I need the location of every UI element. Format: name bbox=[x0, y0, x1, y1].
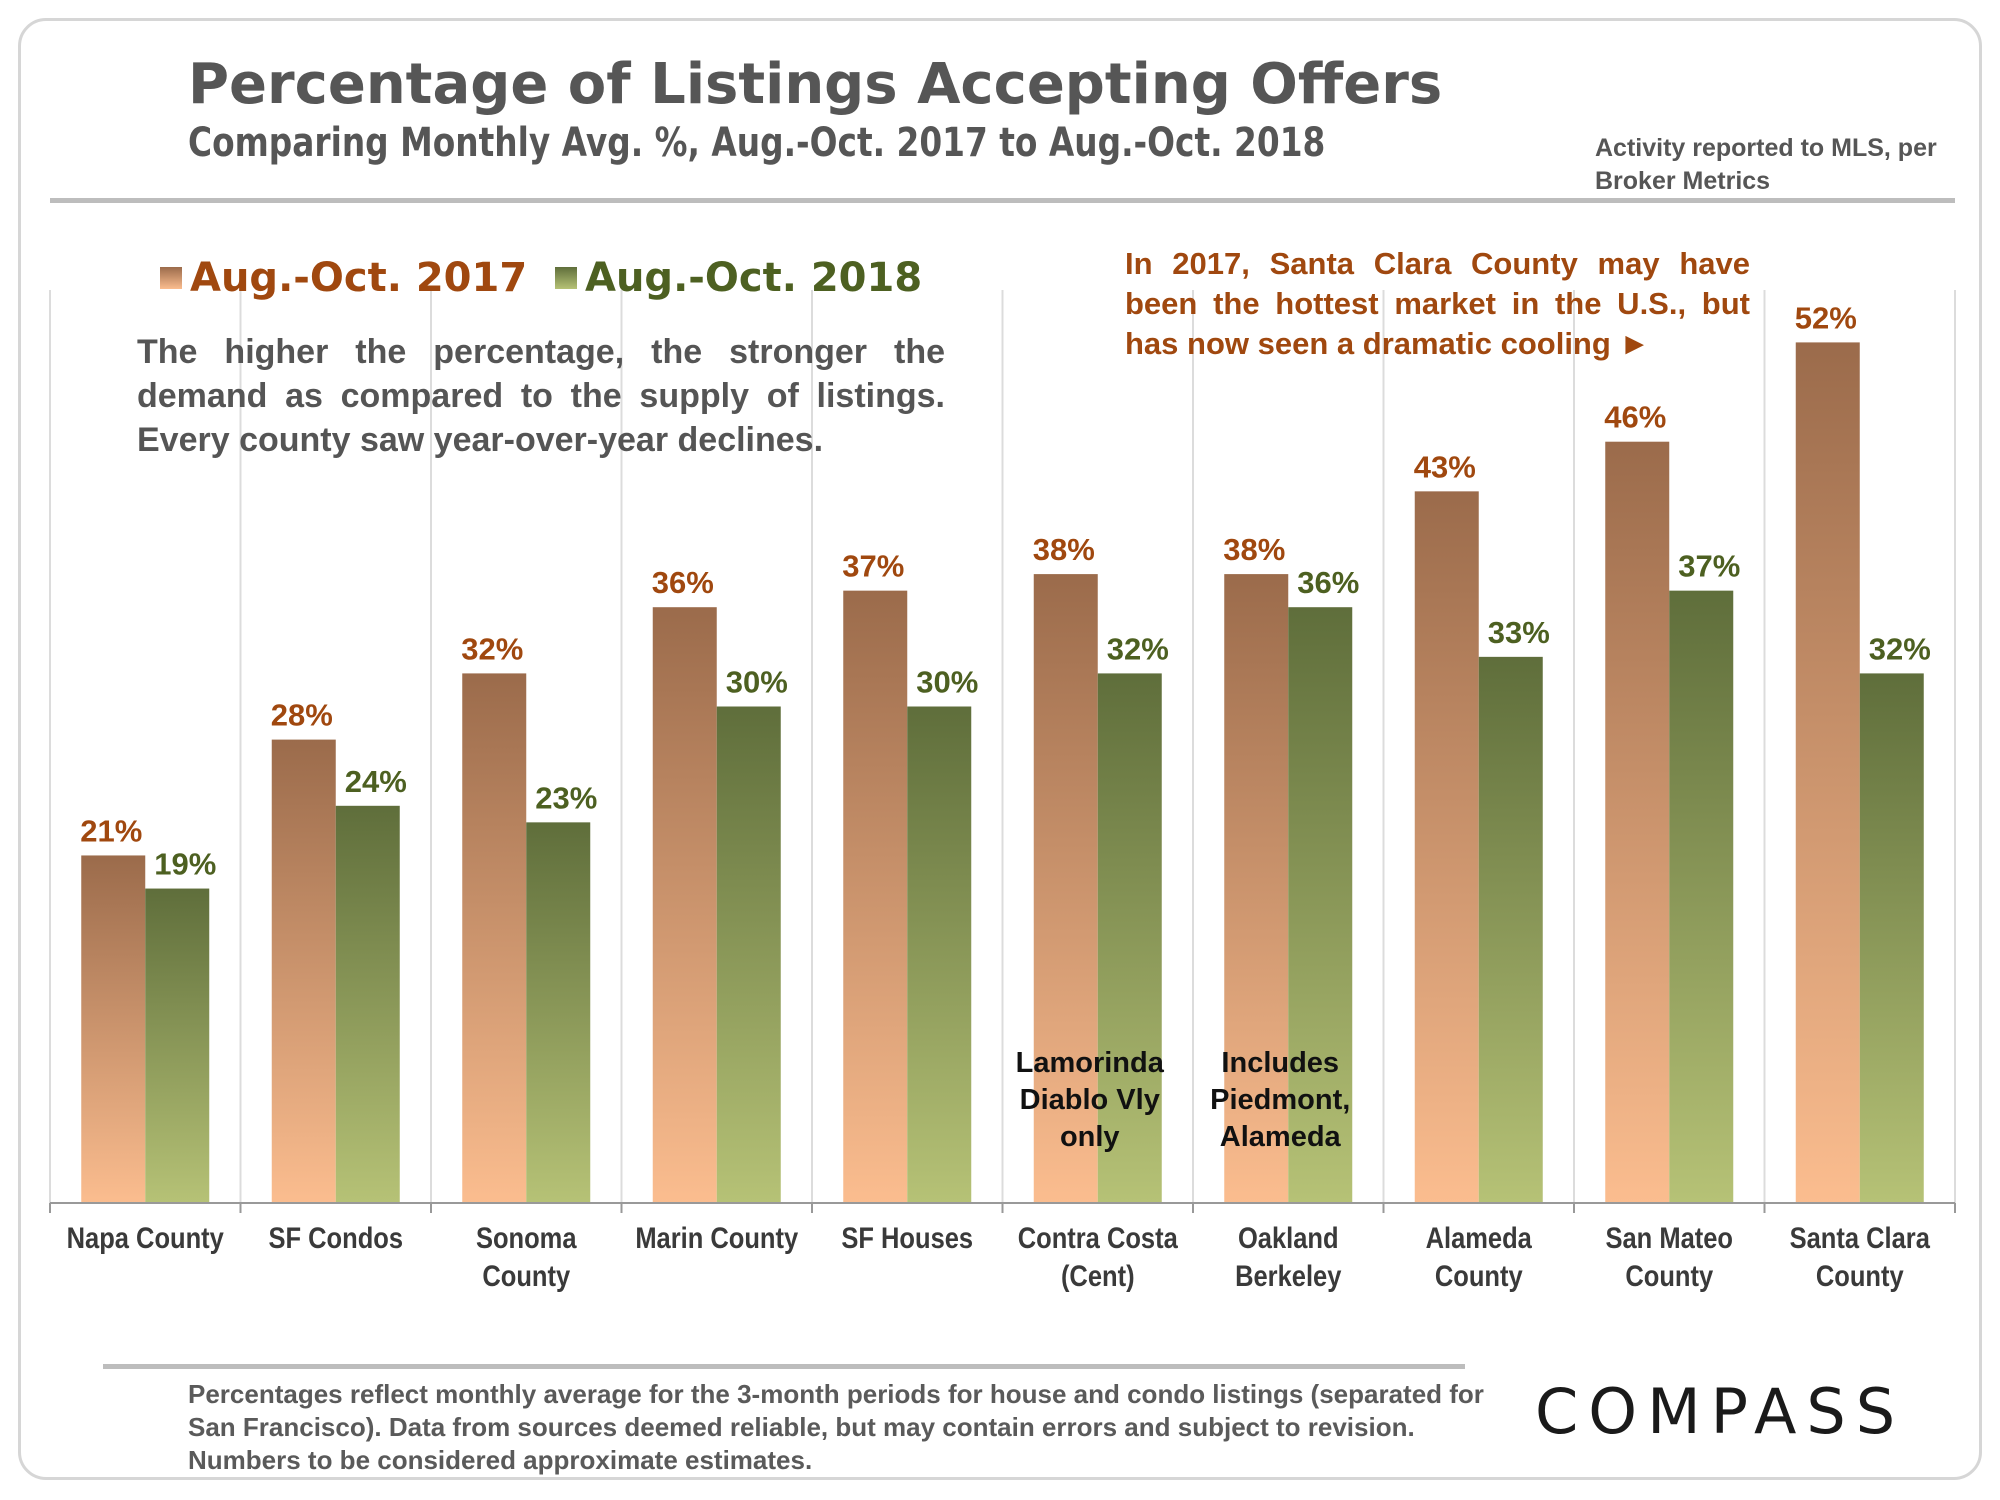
category-label: SF Condos bbox=[268, 1221, 403, 1254]
bar-2017 bbox=[271, 739, 336, 1203]
data-label-2018: 23% bbox=[535, 780, 597, 815]
header-divider bbox=[50, 198, 1955, 203]
category-label: County bbox=[1625, 1259, 1713, 1292]
data-label-2017: 28% bbox=[271, 698, 333, 733]
data-label-2018: 30% bbox=[916, 665, 978, 700]
bar-2017 bbox=[462, 673, 527, 1203]
bar-2017 bbox=[1605, 441, 1670, 1203]
bar-2017 bbox=[1033, 574, 1098, 1203]
legend-swatch-2018 bbox=[555, 267, 577, 289]
data-label-2018: 32% bbox=[1107, 631, 1169, 666]
data-label-2018: 37% bbox=[1678, 549, 1740, 584]
data-label-2018: 33% bbox=[1488, 615, 1550, 650]
bar-2018 bbox=[907, 706, 972, 1203]
legend-item-2018: Aug.-Oct. 2018 bbox=[555, 255, 922, 301]
bar-2018 bbox=[526, 822, 591, 1203]
data-label-2017: 43% bbox=[1414, 449, 1476, 484]
bar-annotation: Alameda bbox=[1220, 1121, 1342, 1153]
footer-divider bbox=[103, 1364, 1465, 1369]
category-label: Marin County bbox=[635, 1221, 798, 1254]
data-label-2018: 30% bbox=[726, 665, 788, 700]
category-label: Santa Clara bbox=[1790, 1221, 1931, 1254]
legend-label-2017: Aug.-Oct. 2017 bbox=[190, 255, 528, 301]
legend-label-2018: Aug.-Oct. 2018 bbox=[585, 255, 923, 301]
legend-swatch-2017 bbox=[160, 267, 182, 289]
bar-annotation: Diablo Vly bbox=[1020, 1084, 1160, 1116]
data-label-2018: 24% bbox=[345, 764, 407, 799]
category-label: Contra Costa bbox=[1018, 1221, 1179, 1254]
chart-subtitle: Comparing Monthly Avg. %, Aug.-Oct. 2017… bbox=[188, 120, 1326, 166]
bar-2017 bbox=[652, 607, 717, 1203]
bar-2018 bbox=[1859, 673, 1924, 1203]
bar-annotation: Lamorinda bbox=[1016, 1047, 1165, 1079]
data-label-2018: 36% bbox=[1297, 565, 1359, 600]
category-label: San Mateo bbox=[1606, 1221, 1733, 1254]
category-label: Sonoma bbox=[476, 1221, 577, 1254]
category-label: Oakland bbox=[1238, 1221, 1339, 1254]
bar-annotation: Includes bbox=[1221, 1047, 1339, 1079]
bar-2017 bbox=[1795, 342, 1860, 1203]
data-label-2017: 38% bbox=[1223, 532, 1285, 567]
source-line-2: Broker Metrics bbox=[1595, 167, 1771, 195]
data-label-2017: 21% bbox=[80, 813, 142, 848]
bar-annotation: Piedmont, bbox=[1210, 1084, 1350, 1116]
category-label: County bbox=[1816, 1259, 1904, 1292]
slide-frame bbox=[18, 18, 1982, 1480]
explanatory-note: The higher the percentage, the stronger … bbox=[137, 333, 945, 459]
category-label: SF Houses bbox=[841, 1221, 973, 1254]
category-label: Napa County bbox=[67, 1221, 225, 1254]
source-line-1: Activity reported to MLS, per bbox=[1595, 134, 1937, 162]
category-label: Berkeley bbox=[1235, 1259, 1342, 1292]
santa-clara-callout: In 2017, Santa Clara County may have bee… bbox=[1125, 246, 1750, 361]
data-label-2017: 32% bbox=[461, 631, 523, 666]
category-label: County bbox=[482, 1259, 570, 1292]
category-label: County bbox=[1435, 1259, 1523, 1292]
bar-2017 bbox=[1224, 574, 1289, 1203]
bar-2018 bbox=[1097, 673, 1162, 1203]
bar-2018 bbox=[145, 888, 210, 1203]
data-label-2017: 52% bbox=[1795, 300, 1857, 335]
category-label: Alameda bbox=[1426, 1221, 1533, 1254]
data-label-2017: 36% bbox=[652, 565, 714, 600]
data-label-2017: 46% bbox=[1604, 400, 1666, 435]
bar-2018 bbox=[335, 805, 400, 1203]
footnote: Percentages reflect monthly average for … bbox=[188, 1379, 1484, 1475]
chart-title: Percentage of Listings Accepting Offers bbox=[188, 52, 1443, 117]
compass-logo: COMPASS bbox=[1535, 1375, 1906, 1448]
data-label-2017: 37% bbox=[842, 549, 904, 584]
data-label-2018: 19% bbox=[154, 847, 216, 882]
category-label: (Cent) bbox=[1061, 1259, 1135, 1292]
bar-annotation: only bbox=[1060, 1121, 1120, 1153]
bar-2018 bbox=[1288, 607, 1353, 1203]
data-label-2018: 32% bbox=[1869, 631, 1931, 666]
bar-2017 bbox=[843, 590, 908, 1203]
legend-item-2017: Aug.-Oct. 2017 bbox=[160, 255, 527, 301]
bar-2017 bbox=[81, 855, 146, 1203]
bar-2018 bbox=[1478, 656, 1543, 1203]
data-label-2017: 38% bbox=[1033, 532, 1095, 567]
source-note: Activity reported to MLS, per Broker Met… bbox=[1595, 132, 1937, 198]
bar-2018 bbox=[1669, 590, 1734, 1203]
bar-2018 bbox=[716, 706, 781, 1203]
bar-2017 bbox=[1414, 491, 1479, 1204]
